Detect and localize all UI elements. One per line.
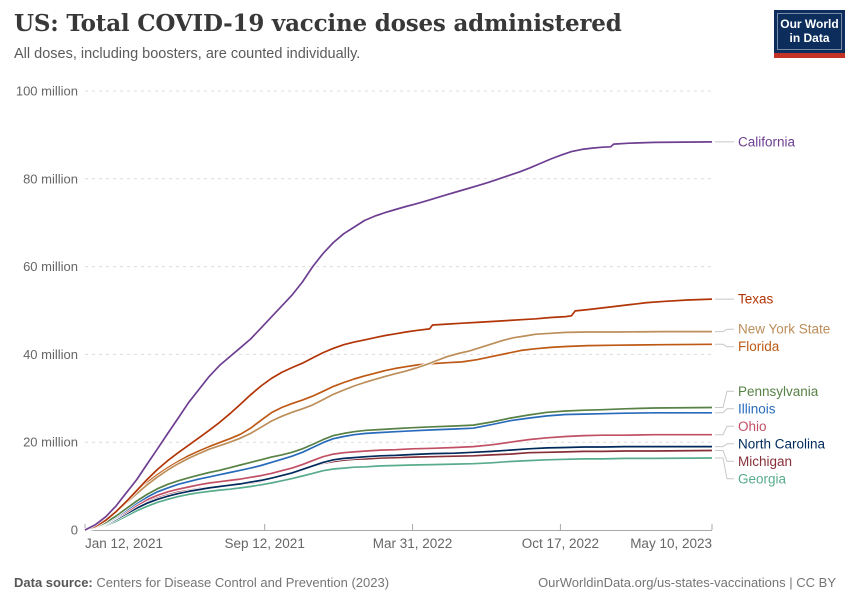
data-source-label: Data source: (14, 575, 93, 590)
chart-subtitle: All doses, including boosters, are count… (14, 46, 361, 62)
attribution-license: | CC BY (785, 575, 836, 590)
series-line-ohio[interactable] (84, 433, 712, 531)
series-line-new-york-state[interactable] (84, 330, 712, 531)
series-line-texas[interactable] (84, 298, 713, 531)
attribution: OurWorldinData.org/us-states-vaccination… (538, 575, 836, 590)
x-axis-tick-label: Oct 17, 2022 (522, 536, 599, 551)
series-line-north-carolina[interactable] (84, 445, 712, 531)
y-axis-tick-label: 40 million (23, 347, 78, 362)
series-line-pennsylvania[interactable] (84, 406, 713, 531)
y-axis-tick-label: 80 million (23, 171, 78, 186)
series-label-georgia[interactable]: Georgia (738, 471, 787, 486)
series-label-north-carolina[interactable]: North Carolina (738, 436, 826, 451)
y-axis-tick-label: 60 million (23, 259, 78, 274)
series-label-florida[interactable]: Florida (738, 339, 780, 354)
series-casing-illinois (84, 411, 712, 532)
series-casing-pennsylvania (84, 405, 713, 532)
series-connector-georgia (715, 457, 734, 480)
series-label-new-york-state[interactable]: New York State (738, 322, 830, 337)
x-axis-tick-label: Sep 12, 2021 (225, 536, 305, 551)
series-connector-ohio (715, 425, 734, 436)
y-axis-tick-label: 0 (71, 523, 78, 538)
series-connector-north-carolina (715, 443, 734, 448)
series-label-pennsylvania[interactable]: Pennsylvania (738, 384, 819, 399)
x-axis-tick-label: Jan 12, 2021 (85, 536, 163, 551)
series-line-florida[interactable] (84, 343, 713, 531)
x-axis-tick-label: Mar 31, 2022 (373, 536, 453, 551)
chart-footer: Data source: Centers for Disease Control… (14, 575, 836, 590)
data-source: Data source: Centers for Disease Control… (14, 575, 389, 590)
x-axis-tick-label: May 10, 2023 (630, 536, 712, 551)
series-connector-florida (715, 343, 734, 348)
series-connector-illinois (715, 408, 734, 414)
series-casing-california (84, 140, 713, 532)
series-label-california[interactable]: California (738, 134, 796, 149)
attribution-link[interactable]: OurWorldinData.org/us-states-vaccination… (538, 575, 786, 590)
series-label-texas[interactable]: Texas (738, 292, 774, 307)
series-label-michigan[interactable]: Michigan (738, 454, 792, 469)
series-label-illinois[interactable]: Illinois (738, 401, 776, 416)
page-title: US: Total COVID-19 vaccine doses adminis… (14, 10, 622, 37)
series-label-ohio[interactable]: Ohio (738, 419, 767, 434)
data-source-value: Centers for Disease Control and Preventi… (96, 575, 390, 590)
owid-logo-text: Our World in Data (777, 13, 842, 50)
y-axis-tick-label: 20 million (23, 435, 78, 450)
series-connector-new-york-state (715, 328, 734, 333)
series-line-california[interactable] (84, 141, 713, 531)
y-axis-tick-label: 100 million (16, 84, 78, 99)
owid-logo[interactable]: Our World in Data (774, 10, 845, 58)
series-connector-michigan (715, 450, 734, 462)
series-line-georgia[interactable] (84, 457, 713, 531)
series-connector-pennsylvania (715, 390, 734, 408)
series-line-illinois[interactable] (84, 411, 712, 531)
